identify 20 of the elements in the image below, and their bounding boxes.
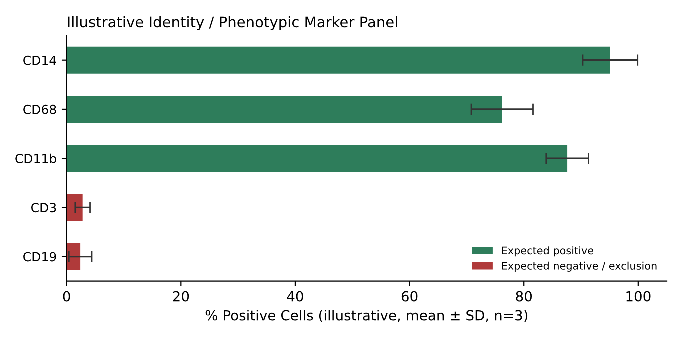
y-tick-label: CD3 [32,203,56,213]
bar [66,145,568,172]
x-tick-label: 40 [287,291,304,302]
bar [66,243,81,270]
y-tick-label: CD19 [24,252,56,262]
bar [66,96,502,123]
x-tick-label: 80 [516,291,532,302]
x-tick-label: 60 [402,291,418,302]
x-tick-label: 0 [63,291,70,302]
x-tick-label: 100 [626,291,651,302]
x-axis-title: % Positive Cells (illustrative, mean ± SD, n=3) [206,310,528,322]
y-tick-label: CD14 [24,56,56,66]
chart-title: Illustrative Identity / Phenotypic Marker Panel [68,16,398,31]
y-tick-label: CD68 [24,104,56,114]
bar [66,46,610,74]
legend-label: Expected positive [502,246,594,257]
legend-label: Expected negative / exclusion [502,262,657,272]
bar [66,194,83,222]
y-tick-label: CD11b [16,154,56,164]
x-tick-label: 20 [173,291,190,302]
